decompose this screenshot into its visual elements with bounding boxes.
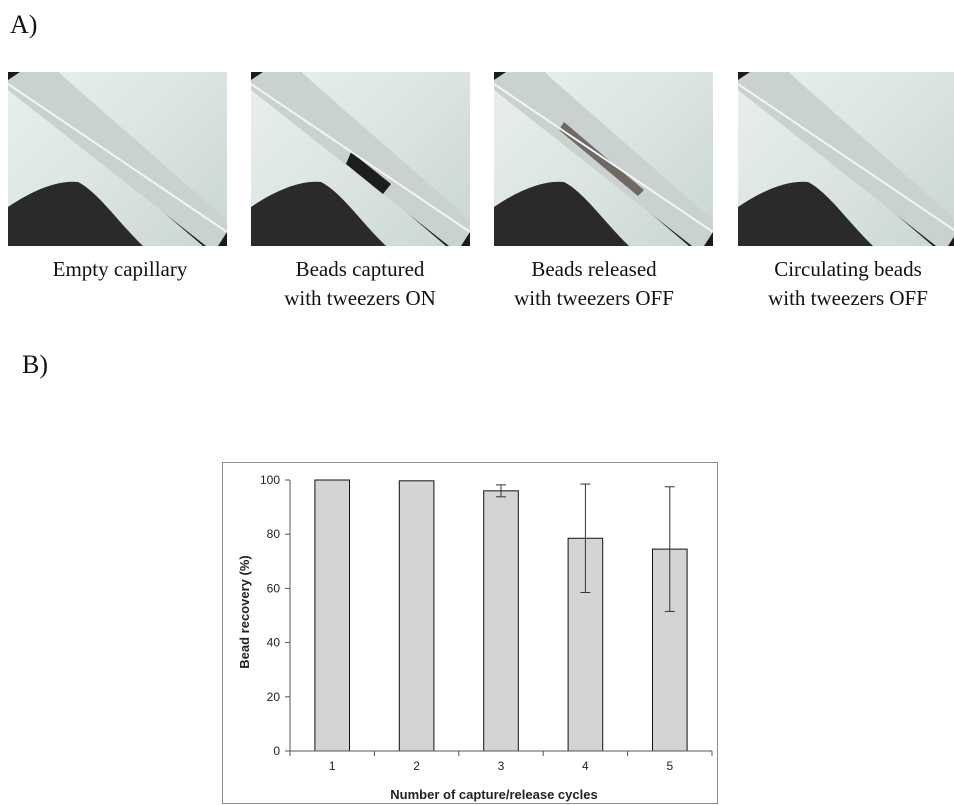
photo-circulating-beads bbox=[738, 72, 954, 246]
x-tick-label: 2 bbox=[413, 759, 420, 773]
x-axis-label: Number of capture/release cycles bbox=[390, 787, 597, 802]
x-tick-label: 4 bbox=[582, 759, 589, 773]
caption-4-line-2: with tweezers OFF bbox=[768, 286, 928, 310]
bar-cycle-1 bbox=[314, 479, 351, 752]
y-tick-label: 20 bbox=[267, 690, 281, 704]
caption-2: Beads captured with tweezers ON bbox=[240, 255, 480, 313]
panel-a-label: A) bbox=[10, 10, 38, 39]
x-tick-label: 1 bbox=[329, 759, 336, 773]
y-tick-label: 100 bbox=[260, 473, 280, 487]
chart-frame bbox=[222, 462, 718, 804]
caption-1: Empty capillary bbox=[0, 255, 240, 284]
caption-4: Circulating beads with tweezers OFF bbox=[728, 255, 954, 313]
bar-chart: 0 20 40 60 80 100 1 2 3 4 5 Bead recovery (%) Numb… bbox=[222, 462, 718, 805]
bar-chart-svg: 0 20 40 60 80 100 1 2 3 4 5 Bead recovery (%) Numb… bbox=[222, 462, 718, 804]
y-axis-label: Bead recovery (%) bbox=[237, 555, 252, 668]
caption-3-line-1: Beads released bbox=[531, 257, 657, 281]
y-tick-label: 40 bbox=[267, 636, 281, 650]
y-tick-label: 0 bbox=[273, 744, 280, 758]
caption-2-line-1: Beads captured bbox=[295, 257, 425, 281]
bar-cycle-2 bbox=[398, 480, 435, 752]
caption-3-line-2: with tweezers OFF bbox=[514, 286, 674, 310]
y-tick-label: 80 bbox=[267, 527, 281, 541]
panel-b-label: B) bbox=[22, 350, 48, 379]
y-tick-label: 60 bbox=[267, 581, 281, 595]
photo-beads-captured bbox=[251, 72, 470, 246]
bar-cycle-3 bbox=[483, 490, 519, 752]
caption-2-line-2: with tweezers ON bbox=[284, 286, 436, 310]
photo-beads-released bbox=[494, 72, 713, 246]
x-tick-label: 3 bbox=[498, 759, 505, 773]
caption-1-line-1: Empty capillary bbox=[52, 257, 188, 281]
photo-empty-capillary bbox=[8, 72, 227, 246]
x-tick-label: 5 bbox=[666, 759, 673, 773]
caption-3: Beads released with tweezers OFF bbox=[474, 255, 714, 313]
caption-4-line-1: Circulating beads bbox=[774, 257, 922, 281]
